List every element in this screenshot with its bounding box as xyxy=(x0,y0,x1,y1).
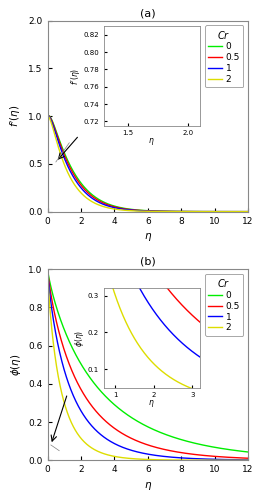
2 xyxy=(58,382,61,388)
0.5 xyxy=(58,141,62,147)
2 xyxy=(46,113,49,119)
1 xyxy=(163,208,166,214)
2 xyxy=(246,208,249,214)
Line: 0.5: 0.5 xyxy=(47,116,248,212)
1 xyxy=(58,144,62,150)
Title: (a): (a) xyxy=(140,8,156,18)
1 xyxy=(219,208,222,214)
2 xyxy=(46,266,49,272)
0.5 xyxy=(246,208,249,214)
Line: 1: 1 xyxy=(47,269,248,460)
1 xyxy=(46,113,50,119)
Line: 2: 2 xyxy=(47,116,248,212)
1 xyxy=(198,208,201,214)
X-axis label: $\eta$: $\eta$ xyxy=(144,480,152,492)
0 xyxy=(162,431,166,437)
0 xyxy=(47,112,50,118)
0 xyxy=(58,139,62,145)
0 xyxy=(168,208,171,214)
2 xyxy=(198,457,201,463)
0.5 xyxy=(168,208,171,214)
0.5 xyxy=(46,113,49,119)
0.5 xyxy=(198,452,201,458)
2 xyxy=(219,208,222,214)
Legend: 0, 0.5, 1, 2: 0, 0.5, 1, 2 xyxy=(205,274,243,336)
X-axis label: $\eta$: $\eta$ xyxy=(144,231,152,243)
Title: (b): (b) xyxy=(140,257,156,267)
2 xyxy=(174,457,177,463)
1 xyxy=(58,350,61,356)
2 xyxy=(198,208,201,214)
0 xyxy=(46,113,49,119)
0 xyxy=(219,445,222,451)
0 xyxy=(219,208,222,214)
0.5 xyxy=(47,113,50,119)
Line: 0.5: 0.5 xyxy=(47,269,248,458)
0.5 xyxy=(168,448,171,454)
0 xyxy=(198,442,201,448)
1 xyxy=(162,454,166,460)
2 xyxy=(162,208,166,214)
Line: 2: 2 xyxy=(47,269,248,460)
1 xyxy=(174,454,177,460)
Y-axis label: $f'(\eta)$: $f'(\eta)$ xyxy=(8,105,23,128)
0 xyxy=(174,435,177,441)
0 xyxy=(58,314,61,320)
0 xyxy=(198,208,201,214)
Line: 0: 0 xyxy=(47,269,248,452)
0.5 xyxy=(174,208,177,214)
0 xyxy=(246,208,249,214)
0.5 xyxy=(46,266,49,272)
0 xyxy=(163,208,166,214)
0 xyxy=(46,266,49,272)
0.5 xyxy=(219,208,222,214)
0 xyxy=(174,208,177,214)
2 xyxy=(174,208,177,214)
1 xyxy=(246,208,249,214)
1 xyxy=(219,456,222,462)
1 xyxy=(174,208,177,214)
1 xyxy=(168,454,171,460)
0.5 xyxy=(163,208,166,214)
0.5 xyxy=(198,208,201,214)
1 xyxy=(168,208,171,214)
0 xyxy=(168,433,171,439)
0.5 xyxy=(174,448,177,454)
Y-axis label: $\phi(\eta)$: $\phi(\eta)$ xyxy=(9,354,23,376)
1 xyxy=(46,266,49,272)
0.5 xyxy=(162,446,166,452)
1 xyxy=(246,457,249,463)
0 xyxy=(246,449,249,455)
2 xyxy=(219,457,222,463)
2 xyxy=(58,149,61,155)
1 xyxy=(198,456,201,462)
0.5 xyxy=(58,332,61,338)
Legend: 0, 0.5, 1, 2: 0, 0.5, 1, 2 xyxy=(205,25,243,88)
0.5 xyxy=(246,455,249,461)
0.5 xyxy=(219,454,222,460)
2 xyxy=(246,457,249,463)
2 xyxy=(162,457,166,463)
2 xyxy=(168,457,171,463)
2 xyxy=(168,208,171,214)
1 xyxy=(46,113,49,119)
Line: 1: 1 xyxy=(47,116,248,212)
Line: 0: 0 xyxy=(47,116,248,212)
